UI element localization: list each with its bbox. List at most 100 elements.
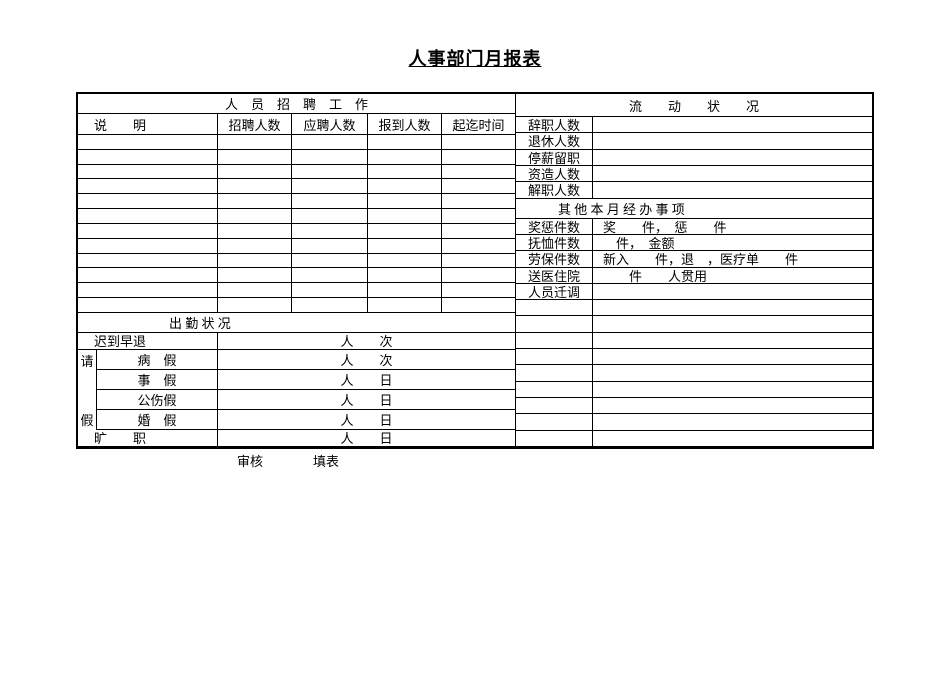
recruitment-section: 人 员 招 聘 工 作 说 明 招聘人数 应聘人数 报到人数 起迄时间: [78, 94, 516, 446]
empty-cell-applicants: [292, 194, 368, 209]
unpaid-leave-row: 停薪留职: [516, 149, 872, 166]
severance-row: 资造人数: [516, 165, 872, 183]
compensation-row: 抚恤件数 件， 金额: [516, 234, 872, 252]
empty-cell-applicants: [292, 268, 368, 283]
empty-cell-value: [593, 382, 872, 397]
empty-cell-label: [516, 316, 593, 332]
empty-cell-recruited: [218, 149, 292, 164]
mobility-empty-row: [516, 430, 872, 446]
review-label: 审核: [237, 454, 264, 469]
empty-cell-value: [593, 414, 872, 429]
empty-cell-description: [78, 223, 218, 238]
recruitment-empty-row: [78, 209, 515, 224]
empty-cell-label: [516, 381, 593, 397]
empty-cell-period: [442, 224, 515, 238]
empty-cell-description: [78, 238, 218, 253]
empty-cell-value: [593, 316, 872, 331]
recruitment-empty-row: [78, 223, 515, 239]
sick-leave-row: 病 假 人 次: [97, 349, 515, 370]
hospitalization-value: 件 人贯用: [603, 268, 708, 283]
mobility-section-header: 流 动 状 况: [516, 94, 872, 117]
empty-cell-recruited: [218, 253, 292, 268]
empty-cell-description: [78, 268, 218, 283]
empty-cell-recruited: [218, 164, 292, 179]
empty-cell-recruited: [218, 223, 292, 238]
retirement-row: 退休人数: [516, 133, 872, 150]
reward-punishment-value: 奖 件， 惩 件: [603, 219, 727, 234]
empty-cell-reported: [368, 283, 442, 298]
sick-leave-label: 病 假: [97, 349, 218, 369]
empty-cell-description: [78, 149, 218, 164]
empty-cell-period: [442, 165, 515, 179]
marriage-leave-value: 人 日: [340, 412, 393, 428]
mobility-empty-row: [516, 381, 872, 398]
empty-cell-value: [593, 365, 872, 380]
leave-char-bottom: 假: [80, 412, 94, 428]
recruitment-empty-row: [78, 135, 515, 150]
recruitment-column-header-row: 说 明 招聘人数 应聘人数 报到人数 起迄时间: [78, 114, 515, 135]
signature-line: 审核 填表: [0, 451, 950, 469]
injury-leave-value: 人 日: [340, 392, 393, 408]
empty-cell-recruited: [218, 135, 292, 149]
leave-rows: 病 假 人 次 事 假 人 日 公伤假 人 日 婚 假 人 日: [97, 349, 515, 430]
mobility-empty-row: [516, 300, 872, 317]
labor-insurance-value: 新入 件，退 ，医疗单 件: [603, 252, 799, 267]
column-header-period: 起迄时间: [452, 117, 505, 133]
sick-leave-value: 人 次: [340, 352, 393, 368]
empty-cell-period: [442, 283, 515, 297]
recruitment-section-header: 人 员 招 聘 工 作: [78, 94, 515, 114]
resignation-label: 辞职人数: [516, 117, 593, 133]
empty-cell-label: [516, 430, 593, 446]
column-header-applicants: 应聘人数: [292, 114, 368, 134]
empty-cell-label: [516, 414, 593, 430]
mobility-empty-row: [516, 332, 872, 350]
empty-cell-value: [593, 333, 872, 348]
empty-cell-description: [78, 135, 218, 149]
empty-cell-recruited: [218, 209, 292, 223]
empty-cell-recruited: [218, 179, 292, 194]
recruitment-empty-row: [78, 179, 515, 195]
empty-cell-reported: [368, 164, 442, 179]
resignation-row: 辞职人数: [516, 117, 872, 134]
empty-cell-period: [442, 268, 515, 282]
column-header-description: 说 明: [78, 114, 218, 134]
severance-value: [593, 166, 872, 181]
recruitment-empty-row: [78, 253, 515, 269]
dismissal-row: 解职人数: [516, 182, 872, 199]
retirement-value: [593, 133, 872, 148]
reward-punishment-label: 奖惩件数: [516, 218, 593, 234]
recruitment-empty-row: [78, 298, 515, 313]
empty-cell-description: [78, 209, 218, 223]
empty-cell-reported: [368, 298, 442, 312]
empty-cell-description: [78, 283, 218, 298]
empty-cell-period: [442, 254, 515, 268]
empty-cell-label: [516, 398, 593, 414]
mobility-empty-row: [516, 414, 872, 431]
empty-cell-recruited: [218, 238, 292, 253]
empty-cell-period: [442, 239, 515, 253]
personal-leave-label: 事 假: [97, 369, 218, 389]
severance-label: 资造人数: [516, 165, 593, 182]
empty-cell-reported: [368, 253, 442, 268]
empty-cell-description: [78, 179, 218, 194]
mobility-empty-row: [516, 365, 872, 382]
compensation-value: 件， 金额: [603, 236, 675, 251]
empty-cell-reported: [368, 209, 442, 223]
empty-cell-description: [78, 298, 218, 312]
personnel-transfer-value: [593, 284, 872, 299]
late-early-label: 迟到早退: [78, 333, 218, 349]
absenteeism-row: 旷 职 人 日: [78, 429, 515, 446]
empty-cell-label: [516, 332, 593, 349]
empty-cell-period: [442, 150, 515, 164]
empty-cell-description: [78, 164, 218, 179]
resignation-value: [593, 117, 872, 132]
personal-leave-row: 事 假 人 日: [97, 369, 515, 390]
personal-leave-value: 人 日: [340, 372, 393, 388]
recruitment-empty-row: [78, 268, 515, 284]
marriage-leave-row: 婚 假 人 日: [97, 409, 515, 430]
empty-cell-period: [442, 179, 515, 193]
empty-cell-applicants: [292, 149, 368, 164]
personnel-transfer-row: 人员迁调: [516, 283, 872, 301]
empty-cell-period: [442, 135, 515, 149]
